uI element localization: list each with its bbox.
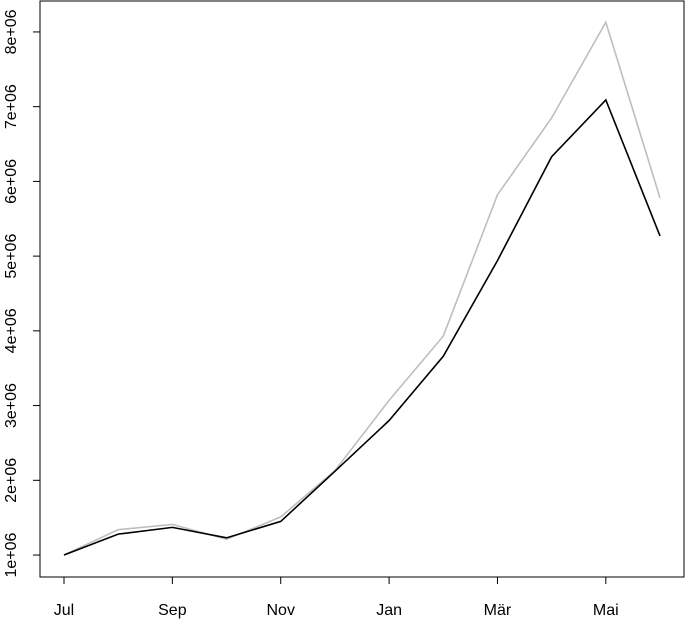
y-tick-label: 6e+06 (3, 159, 20, 204)
y-tick-label: 2e+06 (3, 458, 20, 503)
x-tick-label: Jan (376, 602, 402, 619)
x-tick-label: Jul (54, 602, 74, 619)
x-tick-label: Mär (484, 602, 512, 619)
x-tick-label: Sep (158, 602, 187, 619)
y-tick-label: 5e+06 (3, 234, 20, 279)
x-tick-label: Mai (593, 602, 619, 619)
series-line (63, 98, 661, 556)
y-tick-label: 7e+06 (3, 84, 20, 129)
y-tick-label: 1e+06 (3, 532, 20, 577)
y-tick-label: 3e+06 (3, 383, 20, 428)
series-line (63, 20, 661, 556)
plot-box (39, 0, 685, 578)
y-tick-label: 4e+06 (3, 308, 20, 353)
y-tick-label: 8e+06 (3, 9, 20, 54)
x-tick-label: Nov (267, 602, 295, 619)
